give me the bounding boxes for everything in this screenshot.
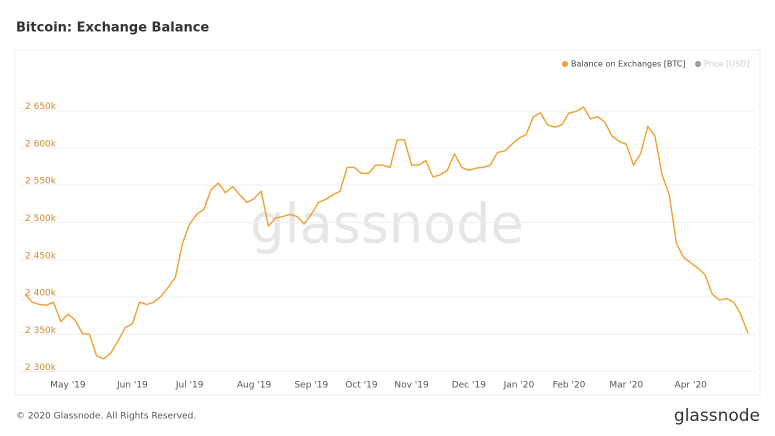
logo: glassnode: [674, 406, 760, 426]
legend-label: Price [USD]: [704, 60, 749, 69]
x-tick-label: Feb '20: [553, 381, 586, 391]
x-tick-label: Aug '19: [237, 381, 272, 391]
watermark: glassnode: [250, 193, 523, 256]
y-tick-label: 2 650k: [25, 102, 57, 112]
y-tick-label: 2 600k: [25, 139, 57, 149]
y-tick-label: 2 300k: [25, 363, 57, 373]
x-tick-label: Oct '19: [345, 381, 378, 391]
x-tick-label: Mar '20: [609, 381, 643, 391]
legend-swatch: [695, 61, 701, 67]
x-tick-label: Apr '20: [675, 381, 708, 391]
x-tick-label: Dec '19: [452, 381, 486, 391]
y-tick-label: 2 450k: [25, 251, 57, 261]
y-tick-label: 2 500k: [25, 214, 57, 224]
y-tick-label: 2 400k: [25, 289, 57, 299]
x-tick-label: May '19: [50, 381, 86, 391]
data-line: [24, 106, 749, 360]
y-tick-label: 2 350k: [25, 326, 57, 336]
chart-title: Bitcoin: Exchange Balance: [16, 21, 209, 36]
footer: © 2020 Glassnode. All Rights Reserved.: [16, 412, 196, 422]
x-tick-label: Sep '19: [294, 381, 328, 391]
legend-label: Balance on Exchanges [BTC]: [571, 60, 686, 69]
x-tick-label: Jun '19: [116, 381, 148, 391]
x-tick-label: Jul '19: [175, 381, 204, 391]
x-tick-label: Jan '20: [503, 381, 535, 391]
legend-swatch: [562, 61, 568, 67]
y-tick-label: 2 550k: [25, 177, 57, 187]
x-tick-label: Nov '19: [394, 381, 429, 391]
